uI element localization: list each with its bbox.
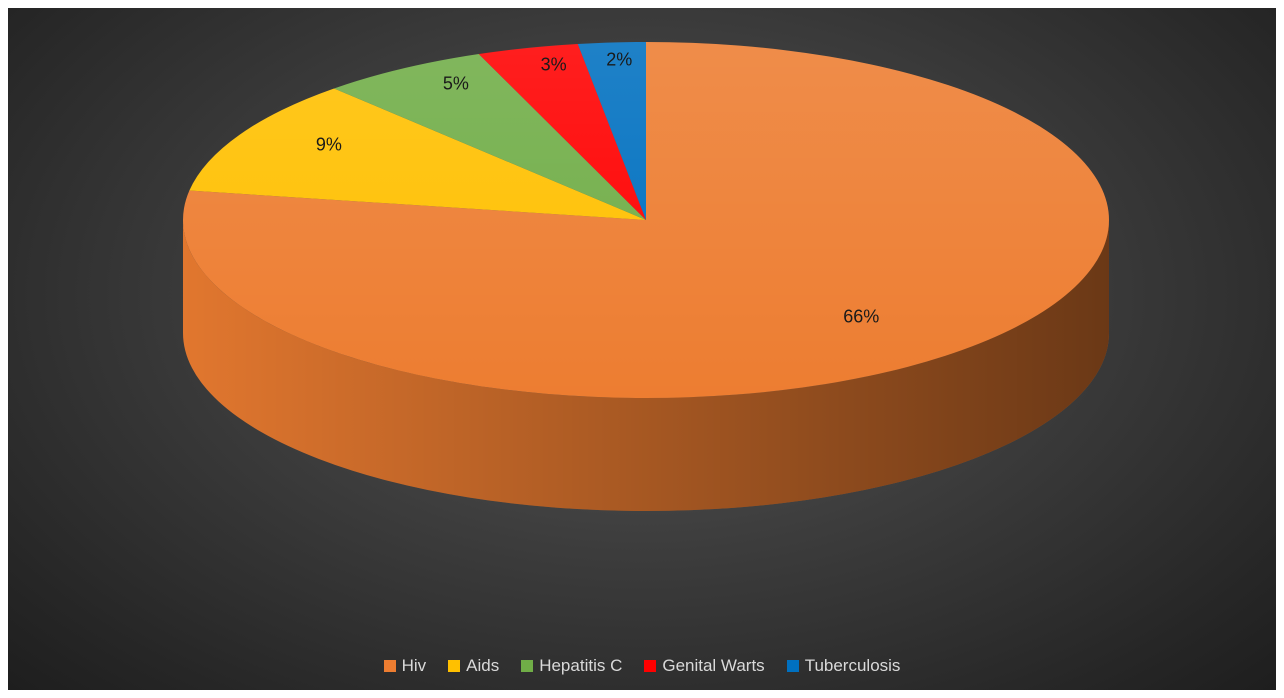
chart-area: 66% 9% 5% 3% 2% Hiv Aids Hepatitis C Genital Wa… [8,8,1276,690]
data-label-aids: 9% [316,134,342,154]
pie-labels-layer: 66% 9% 5% 3% 2% [316,49,879,326]
pie-top-layer [182,42,1110,398]
legend: Hiv Aids Hepatitis C Genital Warts Tuberculo… [8,654,1276,678]
pie-side-layer [183,220,1109,511]
legend-swatch [383,660,396,672]
legend-label: Hiv [401,656,427,675]
data-label-hepatitis-c: 5% [443,74,469,94]
legend-label: Genital Warts [662,656,765,675]
pie-top-highlight [183,42,1109,398]
legend-swatch [448,660,461,672]
legend-item-genital-warts: Genital Warts [644,656,765,676]
legend-item-hepatitis-c: Hepatitis C [521,656,622,676]
legend-label: Aids [466,656,500,675]
legend-swatch [521,660,534,672]
legend-item-hiv: Hiv [383,656,427,676]
legend-item-aids: Aids [448,656,499,676]
pie-chart: 66% 9% 5% 3% 2% [182,42,1110,511]
data-label-hiv: 66% [843,307,879,327]
legend-swatch [644,660,657,672]
data-label-genital-warts: 3% [541,54,567,74]
pie-side-shade-hiv [183,220,1109,511]
legend-label: Hepatitis C [539,656,623,675]
legend-item-tuberculosis: Tuberculosis [786,656,901,676]
data-label-tuberculosis: 2% [606,49,632,69]
legend-label: Tuberculosis [804,656,901,675]
legend-swatch [786,660,799,672]
